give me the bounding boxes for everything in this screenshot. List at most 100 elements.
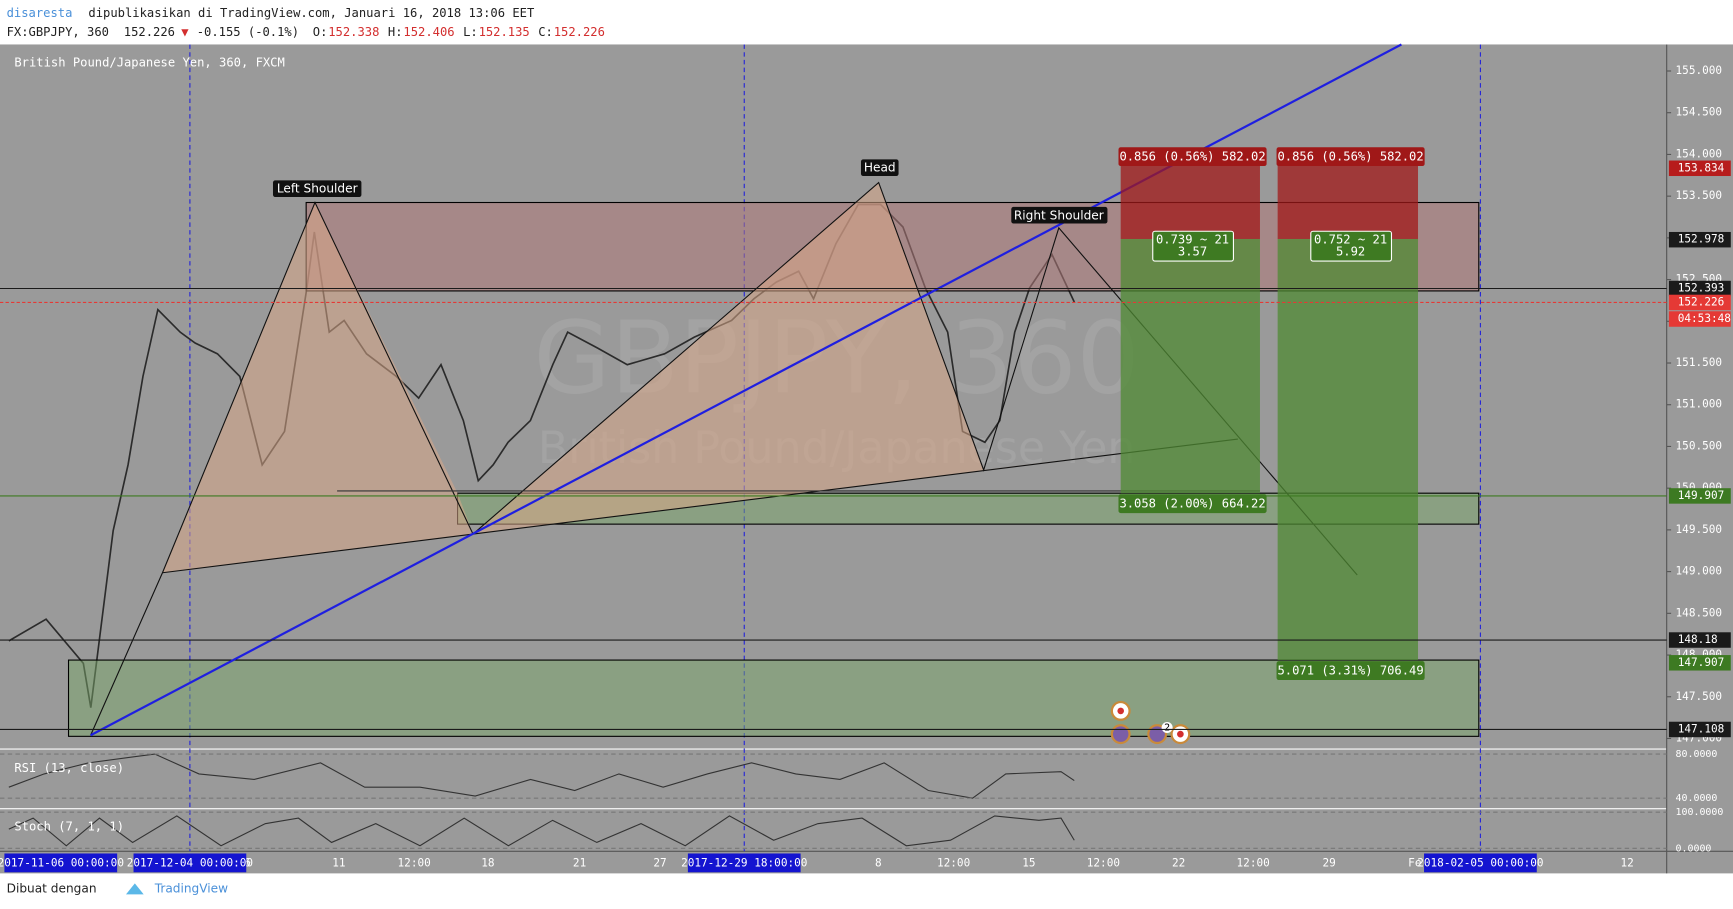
x-tick-label: 12:00 <box>1237 856 1270 869</box>
y-tick-label: 148.500 <box>1676 606 1723 619</box>
pattern-label: Head <box>864 161 896 175</box>
date-marker-label: 2017-12-29 18:00:00 <box>681 856 807 869</box>
price-badge-label: 148.18 <box>1678 633 1718 646</box>
x-tick-label: 8 <box>875 856 882 869</box>
price-badge-label: 147.108 <box>1678 722 1725 735</box>
pattern-label: Right Shoulder <box>1014 208 1104 222</box>
stoch-label: Stoch (7, 1, 1) <box>14 819 124 833</box>
date-marker-badge <box>133 853 247 873</box>
y-tick-label: 147.500 <box>1676 690 1723 703</box>
price-badge <box>1668 160 1731 177</box>
osc-tick-label: 0.0000 <box>1676 843 1712 854</box>
pattern-badge <box>1011 206 1108 224</box>
published: dipublikasikan di TradingView.com, Janua… <box>88 6 535 20</box>
x-tick-label: 29 <box>1323 856 1336 869</box>
event-dot <box>1117 707 1125 715</box>
pattern-badge <box>272 180 362 197</box>
target-area[interactable] <box>1120 238 1260 494</box>
rsi-line <box>8 753 1075 799</box>
price-badge <box>1668 488 1731 504</box>
x-tick-label: 12:00 <box>1087 856 1120 869</box>
mid-badge <box>1152 230 1234 262</box>
pattern-fill <box>473 182 1238 535</box>
brand-logo <box>125 883 144 895</box>
open-label: O: <box>313 25 328 39</box>
price-badge <box>1668 231 1731 248</box>
high: 152.406 <box>403 25 454 39</box>
rsi-label: RSI (13, close) <box>14 761 124 775</box>
x-tick-label: 22 <box>1172 856 1185 869</box>
y-tick-label: 153.500 <box>1676 189 1723 202</box>
date-marker-badge <box>4 853 118 873</box>
time-scale <box>0 851 1733 874</box>
date-marker-label: 2018-02-05 00:00:00 <box>1417 856 1543 869</box>
stoch-pane <box>0 809 1667 852</box>
pattern-line[interactable] <box>90 181 1358 736</box>
target-zone[interactable] <box>67 659 1480 737</box>
event-icon[interactable] <box>1110 724 1131 745</box>
pattern-label: Left Shoulder <box>277 182 358 196</box>
price-badge <box>1668 632 1731 648</box>
x-tick-label: 15 <box>1022 856 1035 869</box>
legend: British Pound/Japanese Yen, 360, FXCM <box>14 56 284 70</box>
high-label: H: <box>388 25 403 39</box>
stoch-line <box>8 815 1075 847</box>
x-tick-label: 18 <box>481 856 494 869</box>
neckline[interactable] <box>162 533 474 574</box>
price-badge-label: 149.907 <box>1678 489 1725 502</box>
target-label: 5.071 (3.31%) 706.49 <box>1277 664 1423 678</box>
price-badge <box>1668 655 1731 671</box>
event-count: 2 <box>1164 722 1170 733</box>
target-label: 3.058 (2.00%) 664.22 <box>1119 497 1265 511</box>
y-tick-label: 149.500 <box>1676 523 1723 536</box>
x-tick-label: 12 <box>1621 856 1634 869</box>
stop-area[interactable] <box>1120 163 1260 239</box>
open: 152.338 <box>328 25 379 39</box>
pattern-fill <box>162 202 474 573</box>
neckline[interactable] <box>472 438 1238 535</box>
target-area[interactable] <box>1277 238 1419 661</box>
osc-tick-label: 100.0000 <box>1676 807 1724 818</box>
countdown-badge <box>1668 311 1731 327</box>
y-tick-label: 155.000 <box>1676 64 1723 77</box>
mid-label: 5.92 <box>1336 245 1365 259</box>
countdown: 04:53:48 <box>1678 312 1731 325</box>
brand[interactable]: TradingView <box>154 881 228 895</box>
y-tick-label: 149.000 <box>1676 565 1723 578</box>
stop-label: 0.856 (0.56%) 582.02 <box>1277 150 1423 164</box>
target-badge <box>1276 661 1425 680</box>
price-badge-label: 153.834 <box>1678 161 1725 174</box>
x-tick-label: 12:00 <box>398 856 431 869</box>
stop-label: 0.856 (0.56%) 582.02 <box>1119 150 1265 164</box>
mid-label: 0.739 ~ 21 <box>1156 233 1229 247</box>
price-badge-label: 152.226 <box>1678 295 1725 308</box>
symbol: FX:GBPJPY, 360 <box>7 25 109 39</box>
price-scale <box>1666 44 1733 852</box>
pattern-badge <box>860 159 899 176</box>
price-badge <box>1668 721 1731 738</box>
price-badge-label: 147.907 <box>1678 656 1725 669</box>
price-badge <box>1668 280 1731 297</box>
osc-tick-label: 80.0000 <box>1676 749 1718 760</box>
low-label: L: <box>463 25 478 39</box>
price-badge <box>1668 294 1731 311</box>
y-tick-label: 151.000 <box>1676 398 1723 411</box>
y-tick-label: 154.000 <box>1676 147 1723 160</box>
close-label: C: <box>538 25 553 39</box>
event-count-badge <box>1161 721 1173 734</box>
mid-label: 0.752 ~ 21 <box>1314 233 1387 247</box>
last-price: 152.226 <box>124 25 175 39</box>
x-tick-label: 12:00 <box>937 856 970 869</box>
price-badge-label: 152.978 <box>1678 233 1725 246</box>
x-tick-label: 27 <box>653 856 666 869</box>
mid-label: 3.57 <box>1178 245 1207 259</box>
date-marker-badge <box>1424 853 1537 873</box>
user[interactable]: disaresta <box>7 6 73 20</box>
target-badge <box>1118 494 1267 514</box>
event-dot <box>1177 730 1184 738</box>
date-marker-label: 2017-11-06 00:00:00 <box>0 856 124 869</box>
x-tick-label: 11 <box>332 856 345 869</box>
stop-area[interactable] <box>1277 163 1419 239</box>
